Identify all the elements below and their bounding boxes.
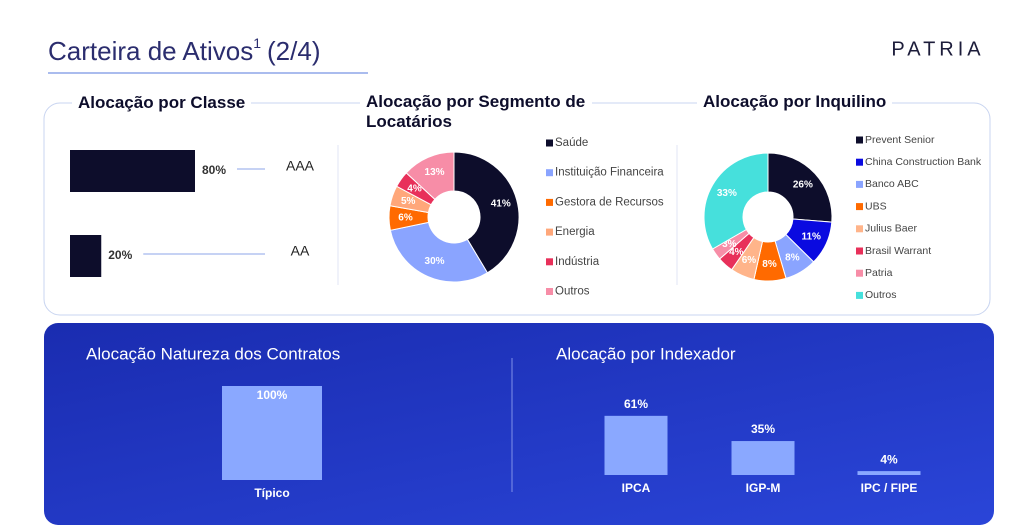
legend-swatch [546,228,553,236]
category-label: Típico [254,486,289,500]
legend-label: Energia [555,226,595,238]
logo: PATRIA [891,38,984,60]
section-title: Alocação por Segmento de Locatários [360,92,592,132]
legend-label: Julius Baer [865,223,917,235]
legend-swatch [856,180,863,188]
section-title: Alocação por Inquilino [697,92,893,112]
value-label: 8% [762,259,777,270]
section-title: Alocação por Indexador [556,344,736,363]
slice [767,152,833,223]
value-label: 6% [742,255,757,266]
slice [405,151,455,201]
section-title: Alocação por Classe [72,93,252,113]
value-label: 35% [751,422,775,436]
value-label: 4% [729,247,744,258]
value-label: 26% [793,179,813,190]
legend-swatch [856,247,863,255]
value-label: 33% [717,188,737,199]
bar [222,386,322,480]
value-label: 41% [491,199,511,210]
bar [731,441,795,475]
value-label: 6% [398,212,413,223]
value-label: 3% [722,239,737,250]
legend-label: UBS [865,200,887,212]
legend-label: Gestora de Recursos [555,196,664,208]
value-label: 11% [801,231,821,242]
title: Carteira de Ativos1 (2/4) [48,35,320,66]
slice [389,221,489,283]
section-title: Alocação Natureza dos Contratos [86,344,340,363]
legend-label: Outros [555,286,590,298]
value-label: 61% [624,397,648,411]
legend-swatch [546,258,553,266]
value-label: 5% [401,196,416,207]
category-label: AA [291,243,310,259]
legend-swatch [546,288,553,295]
bar [70,150,195,192]
legend-swatch [856,136,863,144]
bar [857,471,921,475]
bar [604,415,668,475]
legend-swatch [856,291,863,299]
legend-swatch [856,158,863,166]
value-label: 30% [425,256,445,267]
value-label: 20% [108,248,132,262]
value-label: 4% [407,184,422,195]
slice [453,151,520,274]
category-label: IGP-M [746,481,781,495]
category-label: IPCA [622,481,651,495]
legend-label: Saúde [555,137,588,149]
legend-swatch [856,269,863,277]
value-label: 4% [880,452,898,466]
legend-swatch [546,169,553,177]
legend-label: Patria [865,267,893,279]
bar [70,235,102,277]
legend-label: Outros [865,289,897,301]
legend-swatch [546,139,553,147]
value-label: 100% [257,388,288,402]
legend-label: Banco ABC [865,178,919,190]
value-label: 13% [425,167,445,178]
legend-label: Indústria [555,256,600,268]
category-label: AAA [286,158,315,174]
legend-label: Instituição Financeira [555,167,664,179]
value-label: 8% [785,252,800,263]
legend-swatch [546,198,553,206]
legend-label: Brasil Warrant [865,245,931,257]
legend-label: Prevent Senior [865,134,935,146]
legend-label: China Construction Bank [865,156,982,168]
legend-swatch [856,203,863,211]
value-label: 80% [202,163,226,177]
legend-swatch [856,225,863,233]
slice [703,152,769,250]
category-label: IPC / FIPE [861,481,918,495]
